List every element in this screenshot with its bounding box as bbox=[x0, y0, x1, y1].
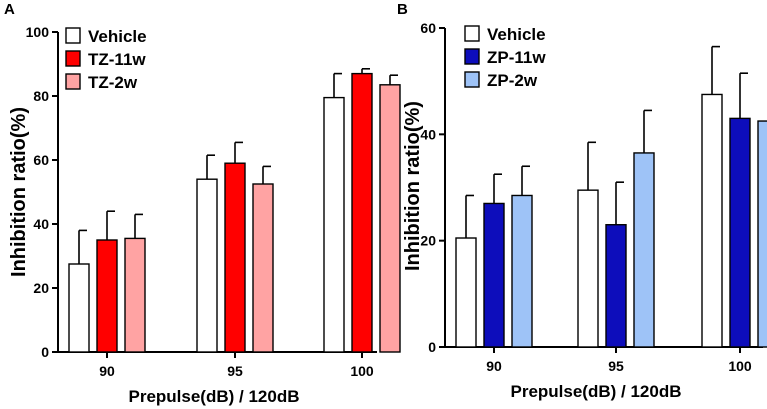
y-tick-label: 100 bbox=[26, 24, 50, 40]
bar-vehicle-100 bbox=[701, 93, 723, 348]
bar-vehicle-95 bbox=[196, 178, 218, 353]
legend-label: ZP-2w bbox=[487, 71, 538, 90]
x-tick-label: 95 bbox=[227, 363, 243, 379]
y-axis-title: Inhibition ratio(%) bbox=[402, 101, 424, 271]
x-tick-label: 100 bbox=[350, 363, 374, 379]
bar-zp-2w-100 bbox=[757, 120, 767, 348]
legend-label: TZ-2w bbox=[88, 73, 138, 92]
legend-label: TZ-11w bbox=[88, 50, 146, 69]
bar-tz-11w-100 bbox=[351, 72, 373, 353]
legend-label: Vehicle bbox=[88, 27, 147, 46]
y-tick-label: 20 bbox=[33, 280, 49, 296]
y-tick-label: 60 bbox=[420, 20, 436, 36]
x-tick-label: 100 bbox=[728, 358, 752, 374]
x-axis-title: Prepulse(dB) / 120dB bbox=[129, 387, 300, 406]
bar-tz-2w-100 bbox=[379, 84, 401, 353]
bar-zp-11w-90 bbox=[483, 202, 505, 348]
chart-panel-a: A 0 20 40 60 80 100 90 95 100 Vehicle TZ-11w TZ-2w Pr… bbox=[4, 1, 401, 406]
bar-vehicle-90 bbox=[455, 237, 477, 348]
legend-swatch bbox=[464, 48, 480, 65]
legend-swatch bbox=[65, 27, 81, 44]
x-tick-label: 90 bbox=[99, 363, 115, 379]
y-tick-label: 0 bbox=[428, 339, 436, 355]
legend-label: ZP-11w bbox=[487, 48, 546, 67]
x-tick-label: 90 bbox=[486, 358, 502, 374]
panel-letter: A bbox=[4, 1, 15, 18]
y-tick-label: 40 bbox=[33, 216, 49, 232]
legend-swatch bbox=[464, 25, 480, 42]
legend-swatch bbox=[464, 71, 480, 88]
bar-tz-2w-95 bbox=[252, 183, 274, 353]
bar-vehicle-90 bbox=[68, 263, 90, 353]
bar-tz-2w-90 bbox=[124, 237, 146, 353]
legend-label: Vehicle bbox=[487, 25, 546, 44]
x-tick-label: 95 bbox=[608, 358, 624, 374]
bar-vehicle-95 bbox=[577, 189, 599, 348]
bar-tz-11w-95 bbox=[224, 162, 246, 353]
bar-zp-2w-90 bbox=[511, 194, 533, 348]
y-tick-label: 40 bbox=[420, 126, 436, 142]
legend-swatch bbox=[65, 73, 81, 90]
legend-swatch bbox=[65, 50, 81, 67]
y-axis-title: Inhibition ratio(%) bbox=[8, 107, 30, 277]
x-axis-title: Prepulse(dB) / 120dB bbox=[511, 382, 682, 401]
bar-tz-11w-90 bbox=[96, 239, 118, 353]
bar-zp-11w-100 bbox=[729, 117, 751, 348]
y-tick-label: 60 bbox=[33, 152, 49, 168]
y-tick-label: 20 bbox=[420, 233, 436, 249]
panel-letter: B bbox=[397, 1, 408, 18]
bar-vehicle-100 bbox=[323, 96, 345, 353]
bar-zp-11w-95 bbox=[605, 224, 627, 348]
y-tick-label: 0 bbox=[41, 344, 49, 360]
y-tick-label: 80 bbox=[33, 88, 49, 104]
bar-zp-2w-95 bbox=[633, 152, 655, 348]
chart-panel-b: B 0 20 40 60 90 95 100 Vehicle ZP-11w ZP-2w Prepuls… bbox=[397, 1, 767, 401]
